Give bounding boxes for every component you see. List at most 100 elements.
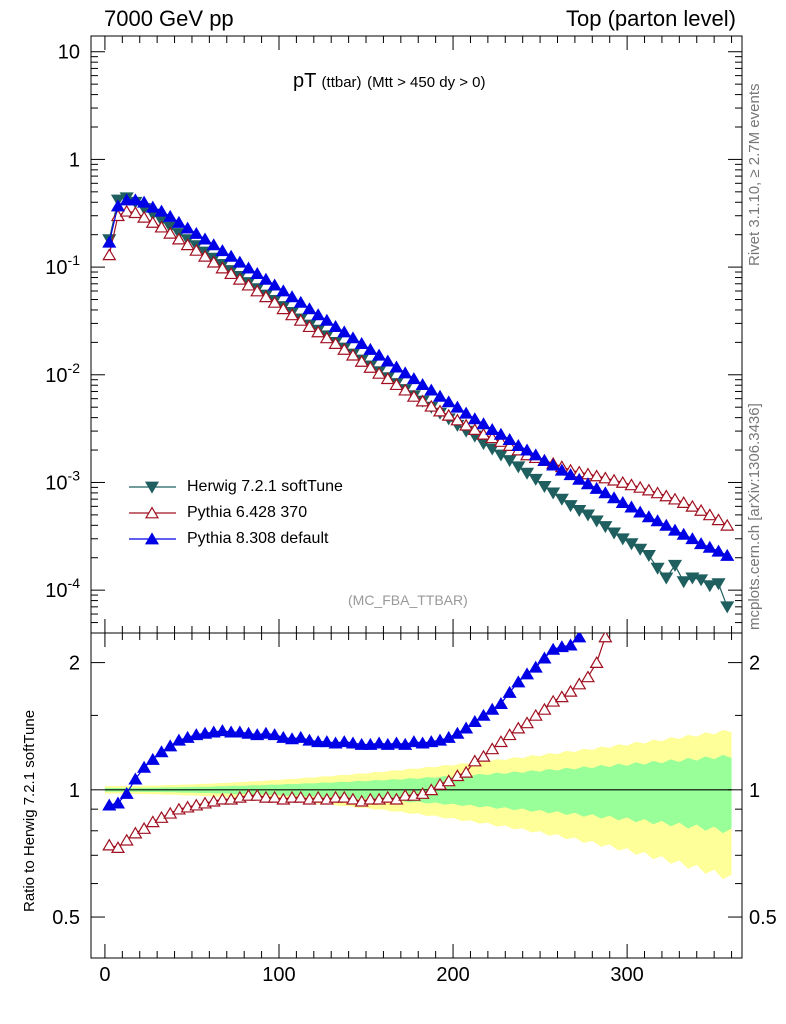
main-point-pythia8: [528, 448, 543, 461]
main-point-pythia6: [720, 518, 735, 531]
ratio-point-pythia6: [502, 728, 517, 741]
main-point-pythia8: [267, 278, 282, 291]
main-point-pythia8: [459, 406, 474, 419]
main-point-pythia6: [589, 469, 604, 482]
main-point-pythia8: [633, 505, 648, 518]
main-point-herwig: [554, 493, 569, 506]
rivet-version-label: Rivet 3.1.10, ≥ 2.7M events: [746, 83, 763, 267]
main-point-pythia8: [572, 472, 587, 485]
ratio-point-pythia8: [258, 726, 273, 739]
main-point-herwig: [650, 562, 665, 575]
main-point-pythia6: [137, 210, 152, 223]
main-point-pythia8: [485, 422, 500, 435]
ratio-y-axis-label: Ratio to Herwig 7.2.1 softTune: [21, 709, 38, 912]
legend-label-herwig: Herwig 7.2.1 softTune: [187, 478, 343, 495]
ratio-point-pythia6: [119, 833, 134, 846]
main-point-pythia8: [258, 272, 273, 285]
ratio-point-pythia6: [485, 742, 500, 755]
ratio-point-pythia8: [128, 772, 143, 785]
main-point-pythia8: [337, 325, 352, 338]
ratio-point-pythia6: [380, 790, 395, 803]
main-point-pythia6: [345, 348, 361, 361]
main-point-pythia6: [284, 308, 300, 321]
ratio-point-pythia6: [293, 790, 308, 803]
main-point-pythia6: [389, 378, 404, 391]
main-point-pythia8: [276, 284, 291, 297]
main-point-pythia8: [554, 463, 569, 476]
main-point-pythia6: [415, 394, 430, 407]
main-point-pythia6: [607, 473, 622, 486]
main-point-pythia6: [319, 331, 334, 344]
main-point-pythia6: [224, 267, 239, 280]
main-point-pythia8: [284, 290, 300, 303]
main-point-pythia8: [119, 193, 134, 206]
main-point-pythia6: [180, 238, 195, 251]
ratio-point-pythia6: [337, 790, 352, 803]
ratio-point-pythia6: [137, 821, 152, 834]
ratio-point-pythia6: [363, 792, 378, 805]
main-point-pythia8: [519, 443, 535, 456]
main-point-pythia8: [546, 458, 561, 471]
main-point-pythia8: [171, 215, 186, 228]
main-point-pythia8: [137, 195, 152, 208]
main-point-pythia8: [424, 383, 439, 396]
main-point-pythia6: [685, 499, 700, 512]
main-point-pythia8: [607, 491, 622, 504]
ratio-point-pythia8: [493, 696, 508, 709]
main-y-tick-label: 10-2: [45, 360, 80, 387]
main-point-pythia6: [363, 360, 378, 373]
ratio-point-pythia8: [215, 724, 230, 737]
main-point-pythia8: [241, 261, 256, 274]
main-point-pythia8: [102, 235, 117, 248]
ratio-point-pythia8: [241, 726, 256, 739]
main-point-pythia6: [337, 342, 352, 355]
ratio-point-pythia8: [345, 736, 361, 749]
ratio-point-pythia6: [311, 790, 326, 803]
main-point-pythia8: [328, 320, 343, 333]
ratio-point-pythia8: [137, 760, 152, 773]
main-point-pythia8: [676, 527, 691, 540]
main-point-pythia8: [232, 255, 247, 268]
ratio-point-pythia8: [311, 735, 326, 748]
ratio-point-pythia8: [319, 735, 334, 748]
main-point-pythia8: [563, 468, 578, 481]
main-point-pythia8: [163, 209, 178, 222]
main-point-pythia8: [215, 244, 230, 257]
main-point-pythia8: [372, 348, 387, 361]
main-point-pythia8: [432, 389, 448, 402]
main-point-herwig: [694, 574, 709, 587]
main-point-pythia8: [467, 412, 482, 425]
ratio-y-tick-label: 0.5: [52, 907, 80, 929]
main-point-pythia8: [145, 200, 160, 213]
main-point-pythia8: [711, 544, 726, 557]
main-point-pythia8: [302, 302, 317, 315]
main-point-pythia8: [154, 204, 169, 217]
main-point-pythia6: [145, 215, 160, 228]
main-point-herwig: [720, 601, 735, 614]
main-point-pythia6: [406, 389, 421, 402]
main-point-pythia8: [293, 295, 308, 308]
ratio-point-pythia8: [563, 638, 578, 651]
main-point-pythia8: [354, 336, 369, 349]
ratio-point-pythia6: [476, 749, 491, 762]
main-point-pythia8: [720, 548, 735, 561]
main-point-pythia6: [171, 232, 186, 245]
ratio-point-pythia8: [511, 675, 526, 688]
main-point-pythia6: [459, 418, 474, 431]
main-point-herwig: [519, 467, 535, 480]
ratio-band-outer: [104, 729, 732, 880]
main-point-pythia6: [372, 366, 387, 379]
main-point-pythia8: [415, 378, 430, 391]
analysis-label: (MC_FBA_TTBAR): [348, 592, 468, 608]
main-point-pythia8: [441, 395, 456, 408]
main-point-pythia6: [189, 243, 204, 256]
main-point-herwig: [676, 576, 691, 589]
mcplots-label: mcplots.cern.ch [arXiv:1306.3436]: [746, 403, 763, 630]
main-y-tick-label: 10: [58, 42, 80, 64]
ratio-point-pythia6: [572, 677, 587, 690]
main-point-pythia8: [380, 354, 395, 367]
ratio-y-tick-label: 2: [69, 653, 80, 675]
main-point-pythia6: [241, 278, 256, 291]
ratio-point-pythia6: [589, 656, 604, 668]
